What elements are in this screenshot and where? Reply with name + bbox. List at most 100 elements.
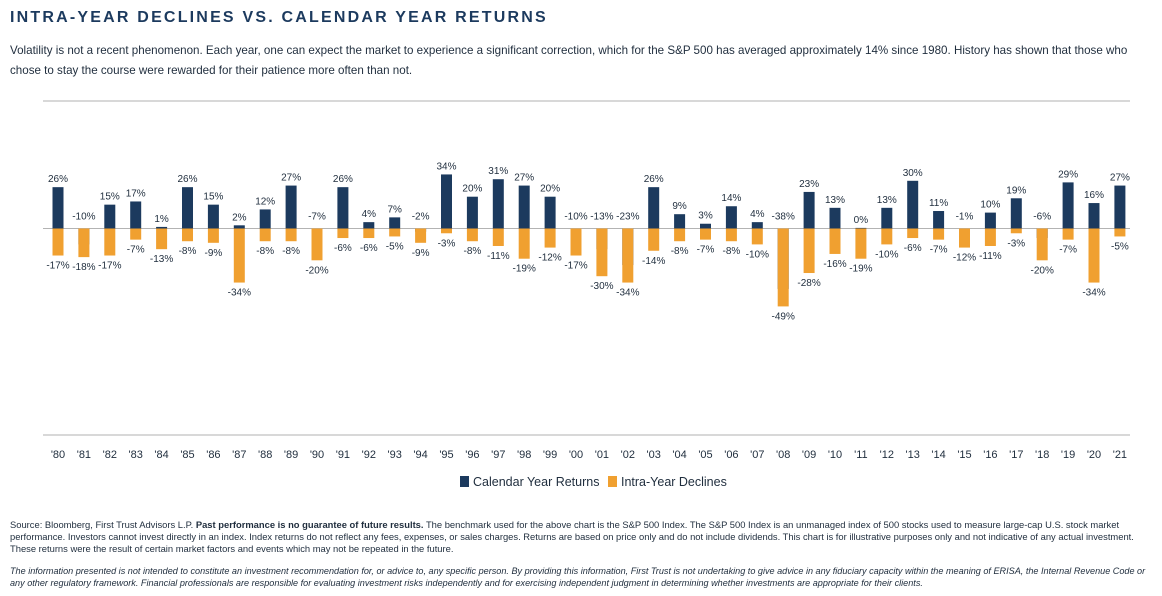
tick-label-19: '19 [1061, 449, 1075, 461]
label-decline-81: -18% [72, 262, 95, 273]
bar-decline-11 [855, 228, 867, 259]
legend-swatch-calendar-returns [460, 476, 469, 487]
label-return-07: 4% [750, 209, 765, 220]
label-return-04: 9% [672, 201, 687, 212]
bar-return-87 [233, 225, 245, 229]
legend-label-calendar-returns: Calendar Year Returns [473, 475, 599, 489]
bar-decline-18 [1036, 228, 1048, 261]
tick-label-92: '92 [362, 449, 376, 461]
label-return-88: 12% [255, 196, 275, 207]
label-decline-07: -10% [746, 249, 769, 260]
label-return-81: -10% [72, 212, 95, 223]
bar-return-80 [52, 187, 64, 229]
label-decline-90: -20% [305, 265, 328, 276]
label-decline-93: -5% [386, 241, 404, 252]
bar-return-86 [207, 204, 219, 229]
bar-return-19 [1062, 182, 1074, 229]
label-decline-01: -30% [590, 281, 613, 292]
bar-return-88 [259, 209, 271, 229]
bar-return-13 [907, 180, 919, 229]
bar-return-84 [156, 226, 168, 229]
bar-return-05 [700, 223, 711, 229]
bar-decline-03 [648, 228, 660, 251]
bar-return-20 [1088, 203, 1100, 229]
tick-label-00: '00 [569, 449, 583, 461]
label-decline-97: -11% [487, 251, 510, 262]
tick-label-84: '84 [154, 449, 168, 461]
label-return-11: 0% [854, 215, 869, 226]
bar-return-98 [518, 185, 530, 229]
label-return-06: 14% [721, 193, 741, 204]
label-return-01: -13% [590, 212, 613, 223]
label-return-16: 10% [980, 200, 1000, 211]
label-decline-85: -8% [179, 246, 197, 257]
tick-label-20: '20 [1087, 449, 1101, 461]
bar-decline-99 [544, 228, 556, 248]
label-decline-88: -8% [256, 246, 274, 257]
label-decline-98: -19% [513, 264, 536, 275]
tick-label-06: '06 [724, 449, 738, 461]
bar-decline-13 [907, 228, 919, 239]
bar-return-85 [182, 187, 193, 229]
label-decline-13: -6% [904, 243, 922, 254]
label-decline-95: -3% [438, 238, 456, 249]
bar-return-89 [285, 185, 297, 229]
label-return-19: 29% [1058, 169, 1078, 180]
bar-decline-20 [1088, 228, 1100, 283]
label-decline-15: -12% [953, 253, 976, 264]
label-return-13: 30% [903, 168, 923, 179]
bar-decline-15 [959, 228, 970, 248]
bar-decline-19 [1062, 228, 1074, 240]
tick-label-01: '01 [595, 449, 609, 461]
label-decline-80: -17% [46, 261, 69, 272]
label-decline-08: -49% [772, 311, 795, 322]
bar-decline-87 [233, 228, 245, 283]
bar-return-82 [104, 204, 116, 229]
bar-decline-94 [415, 228, 427, 243]
source-prefix: Source: Bloomberg, First Trust Advisors … [10, 519, 196, 530]
bar-decline-07 [751, 228, 763, 245]
label-decline-84: -13% [150, 254, 173, 265]
bar-return-07 [751, 222, 763, 229]
label-return-80: 26% [48, 174, 68, 185]
bar-decline-80 [52, 228, 64, 256]
label-decline-06: -8% [723, 246, 741, 257]
tick-label-08: '08 [776, 449, 790, 461]
bar-return-06 [725, 206, 737, 229]
label-return-08: -38% [772, 212, 795, 223]
label-decline-02: -34% [616, 288, 639, 299]
label-return-02: -23% [616, 212, 639, 223]
tick-label-97: '97 [491, 449, 505, 461]
bar-return-93 [389, 217, 401, 229]
bar-return-11 [855, 227, 867, 229]
bar-decline-86 [207, 228, 219, 243]
bar-return-21 [1114, 185, 1126, 229]
bar-decline-00 [570, 228, 582, 256]
bar-return-09 [803, 191, 815, 229]
label-return-84: 1% [154, 214, 169, 225]
source-note: Source: Bloomberg, First Trust Advisors … [10, 519, 1155, 554]
bar-return-99 [544, 196, 556, 229]
label-return-03: 26% [644, 174, 664, 185]
bar-decline-81 [78, 228, 90, 258]
bar-decline-98 [518, 228, 530, 259]
disclaimer: The information presented is not intende… [10, 566, 1146, 588]
label-decline-87: -34% [228, 288, 251, 299]
label-decline-91: -6% [334, 243, 352, 254]
legend-label-intra-year-declines: Intra-Year Declines [621, 475, 727, 489]
chart-title: INTRA-YEAR DECLINES VS. CALENDAR YEAR RE… [10, 9, 548, 26]
label-return-83: 17% [126, 188, 146, 199]
bar-decline-16 [984, 228, 996, 246]
label-decline-04: -8% [671, 246, 689, 257]
label-decline-99: -12% [538, 253, 561, 264]
bar-decline-17 [1010, 228, 1022, 234]
label-return-86: 15% [203, 192, 223, 203]
bar-return-16 [984, 212, 996, 229]
label-return-98: 27% [514, 173, 534, 184]
bar-return-10 [829, 207, 841, 229]
label-return-10: 13% [825, 195, 845, 206]
bar-decline-82 [104, 228, 116, 256]
label-return-14: 11% [929, 198, 948, 209]
label-return-94: -2% [412, 212, 430, 223]
tick-label-94: '94 [413, 449, 427, 461]
